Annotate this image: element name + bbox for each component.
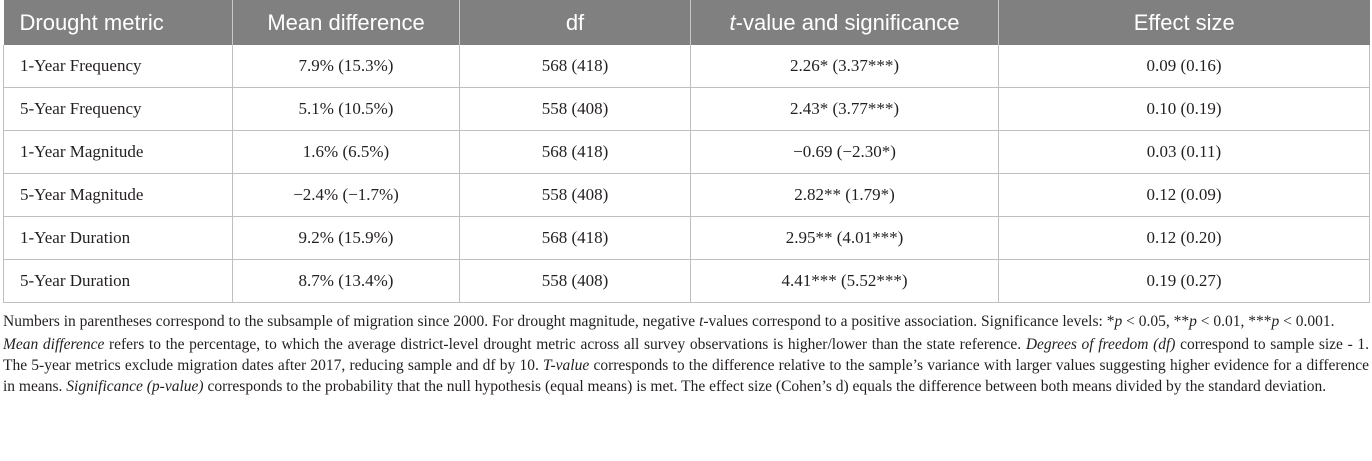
- cell-drought-metric: 5-Year Duration: [3, 259, 233, 303]
- cell-mean-difference: 1.6% (6.5%): [232, 130, 460, 174]
- table-row: 5-Year Magnitude −2.4% (−1.7%) 558 (408) 2.…: [3, 173, 1370, 217]
- footnote-2: Mean difference refers to the percentage…: [3, 334, 1369, 397]
- cell-df: 558 (408): [459, 173, 691, 217]
- footnote-p-symbol: p: [1271, 313, 1280, 330]
- footnote-term-df: Degrees of freedom (df): [1025, 336, 1176, 353]
- footnote-text: -values correspond to a positive associa…: [703, 313, 1115, 330]
- footnote-text: corresponds to the difference relative t…: [3, 357, 1369, 395]
- header-t-symbol: t: [729, 9, 736, 35]
- cell-mean-difference: 5.1% (10.5%): [232, 87, 460, 131]
- table-row: 1-Year Duration 9.2% (15.9%) 568 (418) 2.95…: [3, 216, 1370, 260]
- table-row: 1-Year Magnitude 1.6% (6.5%) 568 (418) −0.6…: [3, 130, 1370, 174]
- header-drought-metric: Drought metric: [3, 0, 233, 45]
- cell-drought-metric: 1-Year Magnitude: [3, 130, 233, 174]
- footnote-1: Numbers in parentheses correspond to the…: [3, 311, 1369, 332]
- cell-t-value: 2.43* (3.77***): [690, 87, 999, 131]
- cell-effect-size: 0.03 (0.11): [998, 130, 1370, 174]
- cell-drought-metric: 1-Year Duration: [3, 216, 233, 260]
- cell-mean-difference: 7.9% (15.3%): [232, 45, 460, 88]
- cell-effect-size: 0.10 (0.19): [998, 87, 1370, 131]
- table-footnotes: Numbers in parentheses correspond to the…: [3, 311, 1369, 397]
- table-body: 1-Year Frequency 7.9% (15.3%) 568 (418) 2.2…: [3, 45, 1370, 303]
- cell-t-value: 2.26* (3.37***): [690, 45, 999, 88]
- cell-drought-metric: 5-Year Magnitude: [3, 173, 233, 217]
- footnote-t-symbol: t: [699, 313, 704, 330]
- footnote-text: Numbers in parentheses correspond to the…: [3, 313, 700, 330]
- footnote-text: < 0.01, ***: [1196, 313, 1272, 330]
- cell-df: 568 (418): [459, 45, 691, 88]
- table-document: Drought metric Mean difference df t-valu…: [3, 0, 1370, 397]
- table-header: Drought metric Mean difference df t-valu…: [3, 0, 1370, 45]
- table-row: 5-Year Frequency 5.1% (10.5%) 558 (408) 2.4…: [3, 87, 1370, 131]
- cell-effect-size: 0.12 (0.09): [998, 173, 1370, 217]
- header-t-value-label: -value and significance: [735, 9, 960, 35]
- header-mean-difference: Mean difference: [232, 0, 460, 45]
- cell-t-value: 4.41*** (5.52***): [690, 259, 999, 303]
- footnote-text: < 0.05, **: [1122, 313, 1190, 330]
- cell-mean-difference: −2.4% (−1.7%): [232, 173, 460, 217]
- footnote-term-mean-difference: Mean difference: [3, 336, 105, 353]
- cell-effect-size: 0.12 (0.20): [998, 216, 1370, 260]
- cell-df: 568 (418): [459, 130, 691, 174]
- results-table: Drought metric Mean difference df t-valu…: [3, 0, 1370, 303]
- cell-mean-difference: 8.7% (13.4%): [232, 259, 460, 303]
- footnote-p-symbol: p: [1114, 313, 1123, 330]
- cell-drought-metric: 5-Year Frequency: [3, 87, 233, 131]
- footnote-p-symbol: p: [1189, 313, 1197, 330]
- footnote-text: corresponds to the probability that the …: [203, 378, 1327, 395]
- header-df: df: [459, 0, 691, 45]
- cell-df: 568 (418): [459, 216, 691, 260]
- footnote-text: refers to the percentage, to which the a…: [104, 336, 1026, 353]
- header-t-value: t-value and significance: [690, 0, 999, 45]
- footnote-text: correspond to sample size - 1. The 5-yea…: [3, 336, 1369, 374]
- table-row: 5-Year Duration 8.7% (13.4%) 558 (408) 4.41…: [3, 259, 1370, 303]
- footnote-text: < 0.001.: [1279, 313, 1335, 330]
- footnote-term-significance: Significance (p-value): [66, 378, 204, 395]
- cell-effect-size: 0.19 (0.27): [998, 259, 1370, 303]
- cell-mean-difference: 9.2% (15.9%): [232, 216, 460, 260]
- cell-t-value: 2.95** (4.01***): [690, 216, 999, 260]
- header-row: Drought metric Mean difference df t-valu…: [3, 0, 1370, 45]
- cell-df: 558 (408): [459, 259, 691, 303]
- header-effect-size: Effect size: [998, 0, 1370, 45]
- footnote-term-t-value: T-value: [543, 357, 590, 374]
- cell-t-value: −0.69 (−2.30*): [690, 130, 999, 174]
- cell-drought-metric: 1-Year Frequency: [3, 45, 233, 88]
- table-row: 1-Year Frequency 7.9% (15.3%) 568 (418) 2.2…: [3, 45, 1370, 88]
- cell-effect-size: 0.09 (0.16): [998, 45, 1370, 88]
- cell-df: 558 (408): [459, 87, 691, 131]
- cell-t-value: 2.82** (1.79*): [690, 173, 999, 217]
